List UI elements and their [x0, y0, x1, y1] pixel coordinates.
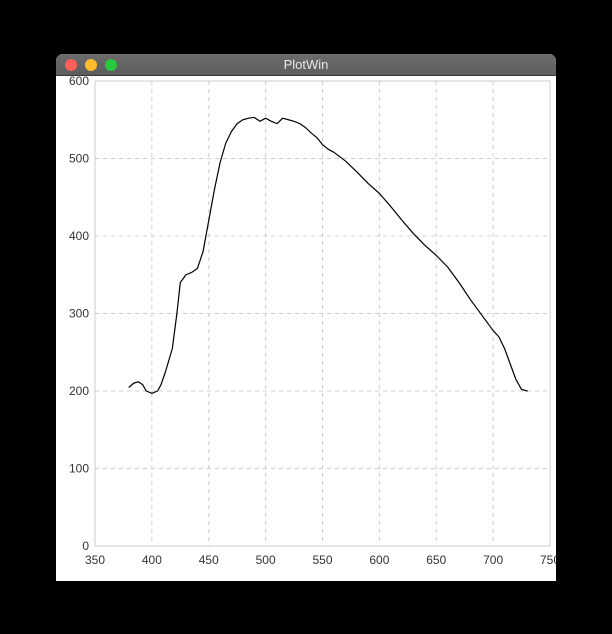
plot-area: 350 400 450 500 550 600 650 700 750 0 100 200 300 40… [56, 76, 556, 581]
y-tick-label: 500 [69, 152, 89, 166]
plot-window: PlotWin 350 400 450 500 550 600 650 700 750 0 100… [56, 54, 556, 581]
traffic-lights [56, 59, 117, 71]
y-tick-label: 100 [69, 462, 89, 476]
x-tick-label: 550 [312, 553, 332, 567]
x-tick-label: 700 [483, 553, 503, 567]
window-titlebar[interactable]: PlotWin [56, 54, 556, 76]
y-tick-label: 300 [69, 307, 89, 321]
y-tick-label: 0 [82, 539, 89, 553]
x-tick-label: 350 [85, 553, 105, 567]
grid-lines [95, 81, 550, 546]
x-tick-label: 650 [426, 553, 446, 567]
x-tick-label: 400 [142, 553, 162, 567]
x-tick-labels: 350 400 450 500 550 600 650 700 750 [85, 553, 556, 567]
window-title: PlotWin [56, 57, 556, 72]
y-tick-label: 600 [69, 76, 89, 88]
x-tick-label: 600 [369, 553, 389, 567]
y-tick-labels: 0 100 200 300 400 500 600 [69, 76, 89, 553]
x-tick-label: 750 [540, 553, 556, 567]
x-tick-label: 450 [199, 553, 219, 567]
y-tick-label: 200 [69, 384, 89, 398]
plot-svg: 350 400 450 500 550 600 650 700 750 0 100 200 300 40… [56, 76, 556, 581]
y-tick-label: 400 [69, 229, 89, 243]
minimize-button[interactable] [85, 59, 97, 71]
x-tick-label: 500 [256, 553, 276, 567]
close-button[interactable] [65, 59, 77, 71]
zoom-button[interactable] [105, 59, 117, 71]
